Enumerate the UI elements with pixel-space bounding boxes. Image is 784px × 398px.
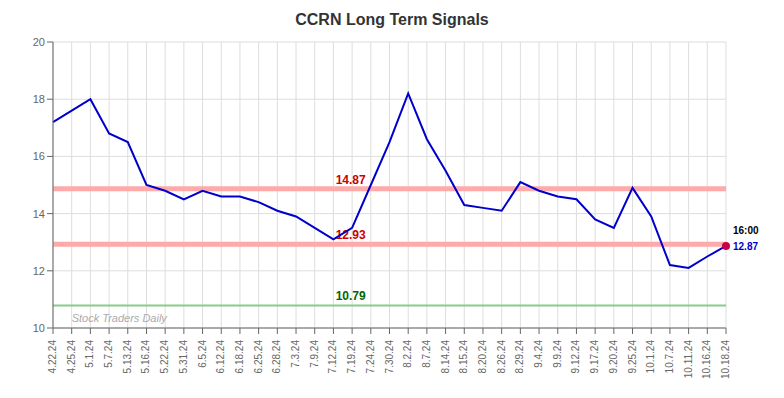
svg-text:7.19.24: 7.19.24 [346, 340, 357, 374]
svg-text:9.4.24: 9.4.24 [533, 340, 544, 368]
svg-text:12.87: 12.87 [733, 241, 758, 252]
svg-text:4.22.24: 4.22.24 [47, 340, 58, 374]
svg-text:8.15.24: 8.15.24 [458, 340, 469, 374]
svg-text:10.11.24: 10.11.24 [683, 340, 694, 379]
svg-text:5.1.24: 5.1.24 [84, 340, 95, 368]
svg-text:14: 14 [33, 208, 45, 220]
svg-text:10.79: 10.79 [336, 289, 366, 303]
svg-text:7.24.24: 7.24.24 [365, 340, 376, 374]
svg-text:7.30.24: 7.30.24 [384, 340, 395, 374]
svg-text:12: 12 [33, 265, 45, 277]
svg-text:8.14.24: 8.14.24 [440, 340, 451, 374]
svg-text:8.2.24: 8.2.24 [402, 340, 413, 368]
svg-text:7.3.24: 7.3.24 [290, 340, 301, 368]
svg-text:6.25.24: 6.25.24 [253, 340, 264, 374]
svg-text:8.20.24: 8.20.24 [477, 340, 488, 374]
svg-text:9.17.24: 9.17.24 [589, 340, 600, 374]
svg-text:7.12.24: 7.12.24 [327, 340, 338, 374]
svg-text:6.18.24: 6.18.24 [234, 340, 245, 374]
svg-text:10.7.24: 10.7.24 [664, 340, 675, 374]
svg-text:6.5.24: 6.5.24 [197, 340, 208, 368]
svg-text:10.1.24: 10.1.24 [645, 340, 656, 374]
svg-text:6.28.24: 6.28.24 [271, 340, 282, 374]
svg-text:9.25.24: 9.25.24 [627, 340, 638, 374]
svg-text:5.31.24: 5.31.24 [178, 340, 189, 374]
svg-text:8.26.24: 8.26.24 [496, 340, 507, 374]
svg-text:10: 10 [33, 322, 45, 334]
html-text:CCRN Long Term Signals: CCRN Long Term Signals [295, 11, 489, 28]
svg-text:20: 20 [33, 36, 45, 48]
svg-text:16: 16 [33, 150, 45, 162]
svg-text:Stock Traders Daily: Stock Traders Daily [72, 312, 169, 324]
svg-text:9.20.24: 9.20.24 [608, 340, 619, 374]
svg-text:16:00: 16:00 [733, 225, 759, 236]
svg-text:5.13.24: 5.13.24 [122, 340, 133, 374]
svg-text:5.7.24: 5.7.24 [103, 340, 114, 368]
svg-text:10.18.24: 10.18.24 [720, 340, 731, 379]
svg-text:5.16.24: 5.16.24 [140, 340, 151, 374]
svg-text:18: 18 [33, 93, 45, 105]
svg-text:6.12.24: 6.12.24 [215, 340, 226, 374]
svg-text:5.22.24: 5.22.24 [159, 340, 170, 374]
svg-text:7.9.24: 7.9.24 [309, 340, 320, 368]
svg-text:14.87: 14.87 [336, 173, 366, 187]
svg-text:9.9.24: 9.9.24 [552, 340, 563, 368]
svg-text:4.25.24: 4.25.24 [66, 340, 77, 374]
svg-text:8.29.24: 8.29.24 [514, 340, 525, 374]
svg-text:8.7.24: 8.7.24 [421, 340, 432, 368]
svg-text:9.12.24: 9.12.24 [570, 340, 581, 374]
svg-text:12.93: 12.93 [335, 228, 366, 243]
svg-text:10.16.24: 10.16.24 [701, 340, 712, 379]
